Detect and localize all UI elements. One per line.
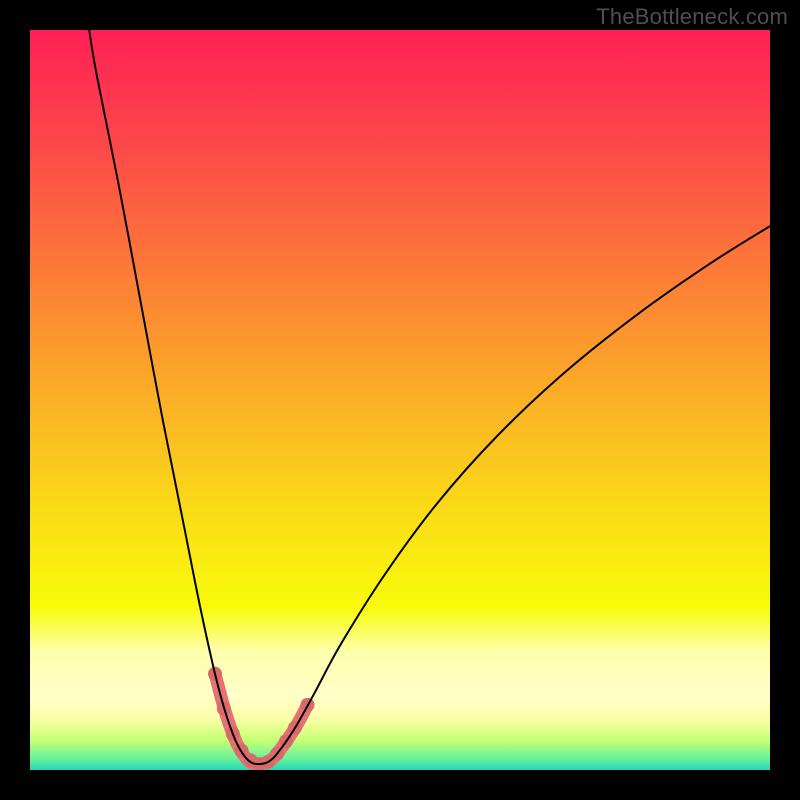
bottleneck-curve-chart [0,0,800,800]
gradient-background [30,30,770,770]
watermark-text: TheBottleneck.com [596,4,788,30]
chart-container: TheBottleneck.com [0,0,800,800]
